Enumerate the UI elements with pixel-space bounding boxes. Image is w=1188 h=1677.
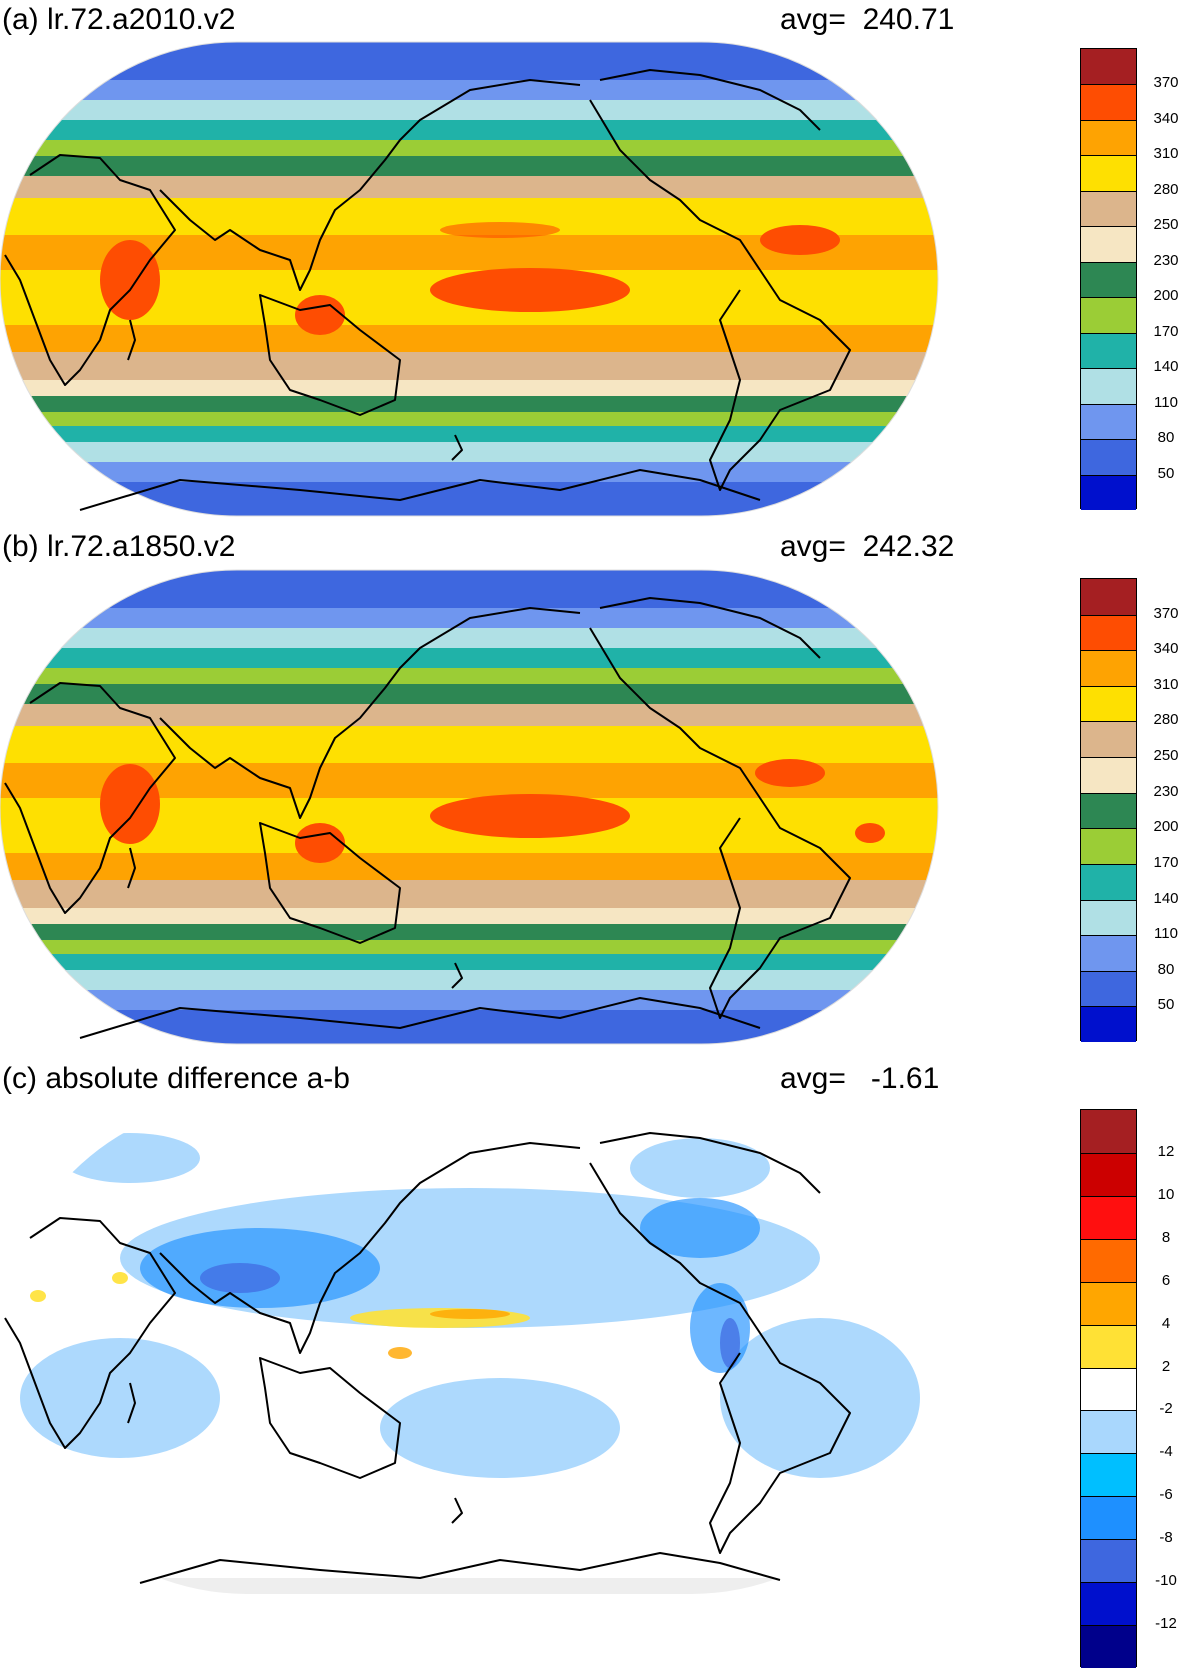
colorbar-segment	[1081, 579, 1136, 615]
colorbar-label: 340	[1153, 640, 1179, 658]
colorbar-label: -8	[1159, 1529, 1173, 1547]
colorbar-label: 10	[1157, 1185, 1175, 1203]
colorbar-label: 340	[1153, 109, 1179, 127]
colorbar-segment	[1081, 970, 1136, 1007]
colorbar-label: 200	[1153, 287, 1179, 305]
colorbar-segment	[1081, 1582, 1136, 1626]
panel-b-avg-value: 242.32	[862, 530, 955, 563]
colorbar-label: 8	[1161, 1228, 1171, 1246]
colorbar-label: -12	[1155, 1615, 1177, 1633]
colorbar-segment	[1081, 650, 1136, 686]
colorbar-label: 80	[1157, 429, 1175, 447]
panel-c-title: (c) absolute difference a-b	[2, 1062, 350, 1095]
colorbar-segment	[1081, 474, 1136, 510]
panel-c-avg-value: -1.61	[870, 1062, 940, 1095]
colorbar-label: 370	[1153, 604, 1179, 622]
panel-c-map	[0, 1100, 938, 1594]
colorbar-label: 280	[1153, 711, 1179, 729]
colorbar-segment	[1081, 332, 1136, 369]
colorbar-label: -6	[1159, 1486, 1173, 1504]
colorbar-segment	[1081, 863, 1136, 900]
colorbar-label: 250	[1153, 216, 1179, 234]
colorbar-label: 110	[1154, 925, 1178, 943]
panel-b-map	[0, 569, 939, 1045]
colorbar-label: 140	[1153, 889, 1179, 907]
colorbar-label: 110	[1154, 393, 1178, 411]
colorbar-segment	[1081, 49, 1136, 85]
colorbar-segment	[1081, 261, 1136, 298]
colorbar-segment	[1081, 1238, 1136, 1282]
colorbar-label: 2	[1161, 1357, 1171, 1375]
panel-a-avg-value: 240.71	[862, 3, 955, 36]
panel-c-avg: avg= -1.61	[780, 1062, 939, 1096]
colorbar-label: 310	[1153, 145, 1179, 163]
panel-a-map	[0, 41, 939, 517]
colorbar-label: 250	[1153, 747, 1179, 765]
panel-b-avg: avg= 242.32	[780, 530, 954, 564]
colorbar-label: 280	[1153, 180, 1179, 198]
colorbar-label: 200	[1153, 818, 1179, 836]
colorbar-label: 50	[1157, 996, 1175, 1014]
colorbar-label: 170	[1153, 322, 1179, 340]
colorbar-segment	[1081, 1410, 1136, 1454]
colorbar-segment	[1081, 439, 1136, 475]
colorbar-segment	[1081, 1625, 1136, 1668]
colorbar-segment	[1081, 899, 1136, 936]
colorbar-segment	[1081, 119, 1136, 156]
panel-c: (c) absolute difference a-b avg= -1.61	[0, 1062, 1188, 1677]
colorbar-segment	[1081, 1539, 1136, 1583]
colorbar-segment	[1081, 614, 1136, 651]
colorbar-label: -4	[1159, 1443, 1173, 1461]
colorbar-segment	[1081, 1110, 1136, 1153]
colorbar-segment	[1081, 757, 1136, 793]
colorbar-segment	[1081, 792, 1136, 829]
colorbar-segment	[1081, 297, 1136, 333]
colorbar-segment	[1081, 1195, 1136, 1239]
colorbar-label: -2	[1159, 1400, 1173, 1418]
colorbar-label: 12	[1157, 1142, 1175, 1160]
colorbar-label: 370	[1153, 74, 1179, 92]
colorbar-label: 6	[1161, 1271, 1171, 1289]
colorbar-segment	[1081, 1496, 1136, 1540]
panel-a: (a) lr.72.a2010.v2 avg= 240.71	[0, 0, 1188, 525]
panel-b-title: (b) lr.72.a1850.v2	[2, 530, 236, 563]
colorbar-segment	[1081, 828, 1136, 864]
colorbar-segment	[1081, 190, 1136, 227]
colorbar-label: 80	[1157, 960, 1175, 978]
colorbar-label: 310	[1153, 675, 1179, 693]
colorbar-segment	[1081, 1453, 1136, 1497]
panel-c-colorbar-box	[1080, 1109, 1137, 1668]
colorbar-label: 140	[1153, 358, 1179, 376]
colorbar-label: 50	[1157, 464, 1175, 482]
colorbar-segment	[1081, 685, 1136, 722]
colorbar-segment	[1081, 935, 1136, 971]
colorbar-label: -10	[1155, 1572, 1177, 1590]
colorbar-label: 170	[1153, 853, 1179, 871]
panel-a-avg: avg= 240.71	[780, 3, 954, 37]
colorbar-label: 4	[1161, 1314, 1171, 1332]
colorbar-label: 230	[1153, 782, 1179, 800]
panel-a-avg-label: avg=	[780, 3, 846, 36]
colorbar-label: 230	[1153, 251, 1179, 269]
colorbar-segment	[1081, 155, 1136, 191]
colorbar-segment	[1081, 1152, 1136, 1196]
panel-b-colorbar-box	[1080, 578, 1137, 1042]
panel-c-avg-label: avg=	[780, 1062, 846, 1095]
panel-a-colorbar-box	[1080, 48, 1137, 510]
panel-a-title: (a) lr.72.a2010.v2	[2, 3, 236, 36]
colorbar-segment	[1081, 1281, 1136, 1325]
colorbar-segment	[1081, 1367, 1136, 1411]
colorbar-segment	[1081, 1324, 1136, 1368]
colorbar-segment	[1081, 1006, 1136, 1042]
colorbar-segment	[1081, 368, 1136, 404]
colorbar-segment	[1081, 84, 1136, 120]
panel-b-avg-label: avg=	[780, 530, 846, 563]
colorbar-segment	[1081, 721, 1136, 758]
panel-b: (b) lr.72.a1850.v2 avg= 242.32	[0, 530, 1188, 1055]
colorbar-segment	[1081, 226, 1136, 262]
colorbar-segment	[1081, 403, 1136, 440]
